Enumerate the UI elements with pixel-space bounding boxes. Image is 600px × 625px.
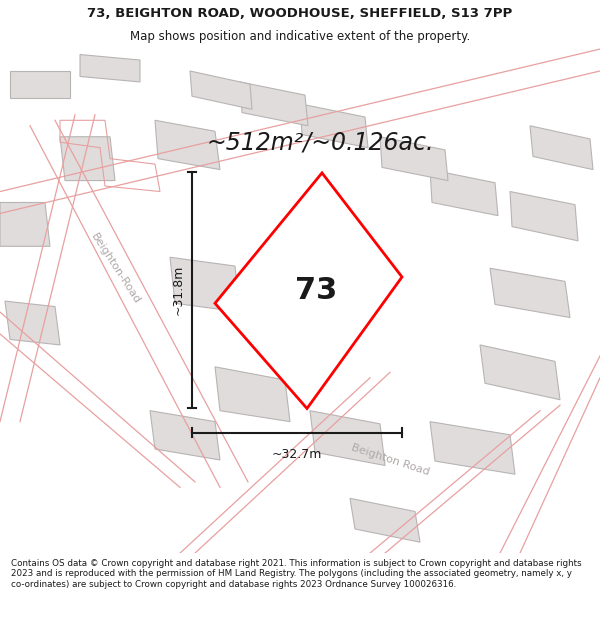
Polygon shape	[490, 268, 570, 318]
Polygon shape	[430, 169, 498, 216]
Text: 73: 73	[295, 276, 338, 305]
Text: Beighton Road: Beighton Road	[350, 442, 430, 478]
Polygon shape	[240, 82, 308, 126]
Polygon shape	[530, 126, 593, 169]
Text: 73, BEIGHTON ROAD, WOODHOUSE, SHEFFIELD, S13 7PP: 73, BEIGHTON ROAD, WOODHOUSE, SHEFFIELD,…	[88, 7, 512, 19]
Polygon shape	[215, 367, 290, 422]
Polygon shape	[155, 120, 220, 169]
Polygon shape	[480, 345, 560, 400]
Text: Map shows position and indicative extent of the property.: Map shows position and indicative extent…	[130, 30, 470, 43]
Text: ~512m²/~0.126ac.: ~512m²/~0.126ac.	[206, 130, 434, 154]
Polygon shape	[0, 202, 50, 246]
Polygon shape	[80, 54, 140, 82]
Text: Contains OS data © Crown copyright and database right 2021. This information is : Contains OS data © Crown copyright and d…	[11, 559, 581, 589]
Polygon shape	[5, 301, 60, 345]
Polygon shape	[430, 422, 515, 474]
Polygon shape	[380, 137, 448, 181]
Polygon shape	[150, 411, 220, 460]
Polygon shape	[215, 173, 402, 409]
Polygon shape	[300, 104, 368, 148]
Polygon shape	[350, 498, 420, 542]
Text: ~32.7m: ~32.7m	[272, 448, 322, 461]
Polygon shape	[170, 258, 240, 312]
Polygon shape	[510, 191, 578, 241]
Polygon shape	[60, 137, 115, 181]
Polygon shape	[190, 71, 252, 109]
Text: ~31.8m: ~31.8m	[172, 265, 185, 316]
Polygon shape	[10, 71, 70, 98]
Text: Beighton-Road: Beighton-Road	[88, 231, 142, 306]
Polygon shape	[310, 411, 385, 466]
